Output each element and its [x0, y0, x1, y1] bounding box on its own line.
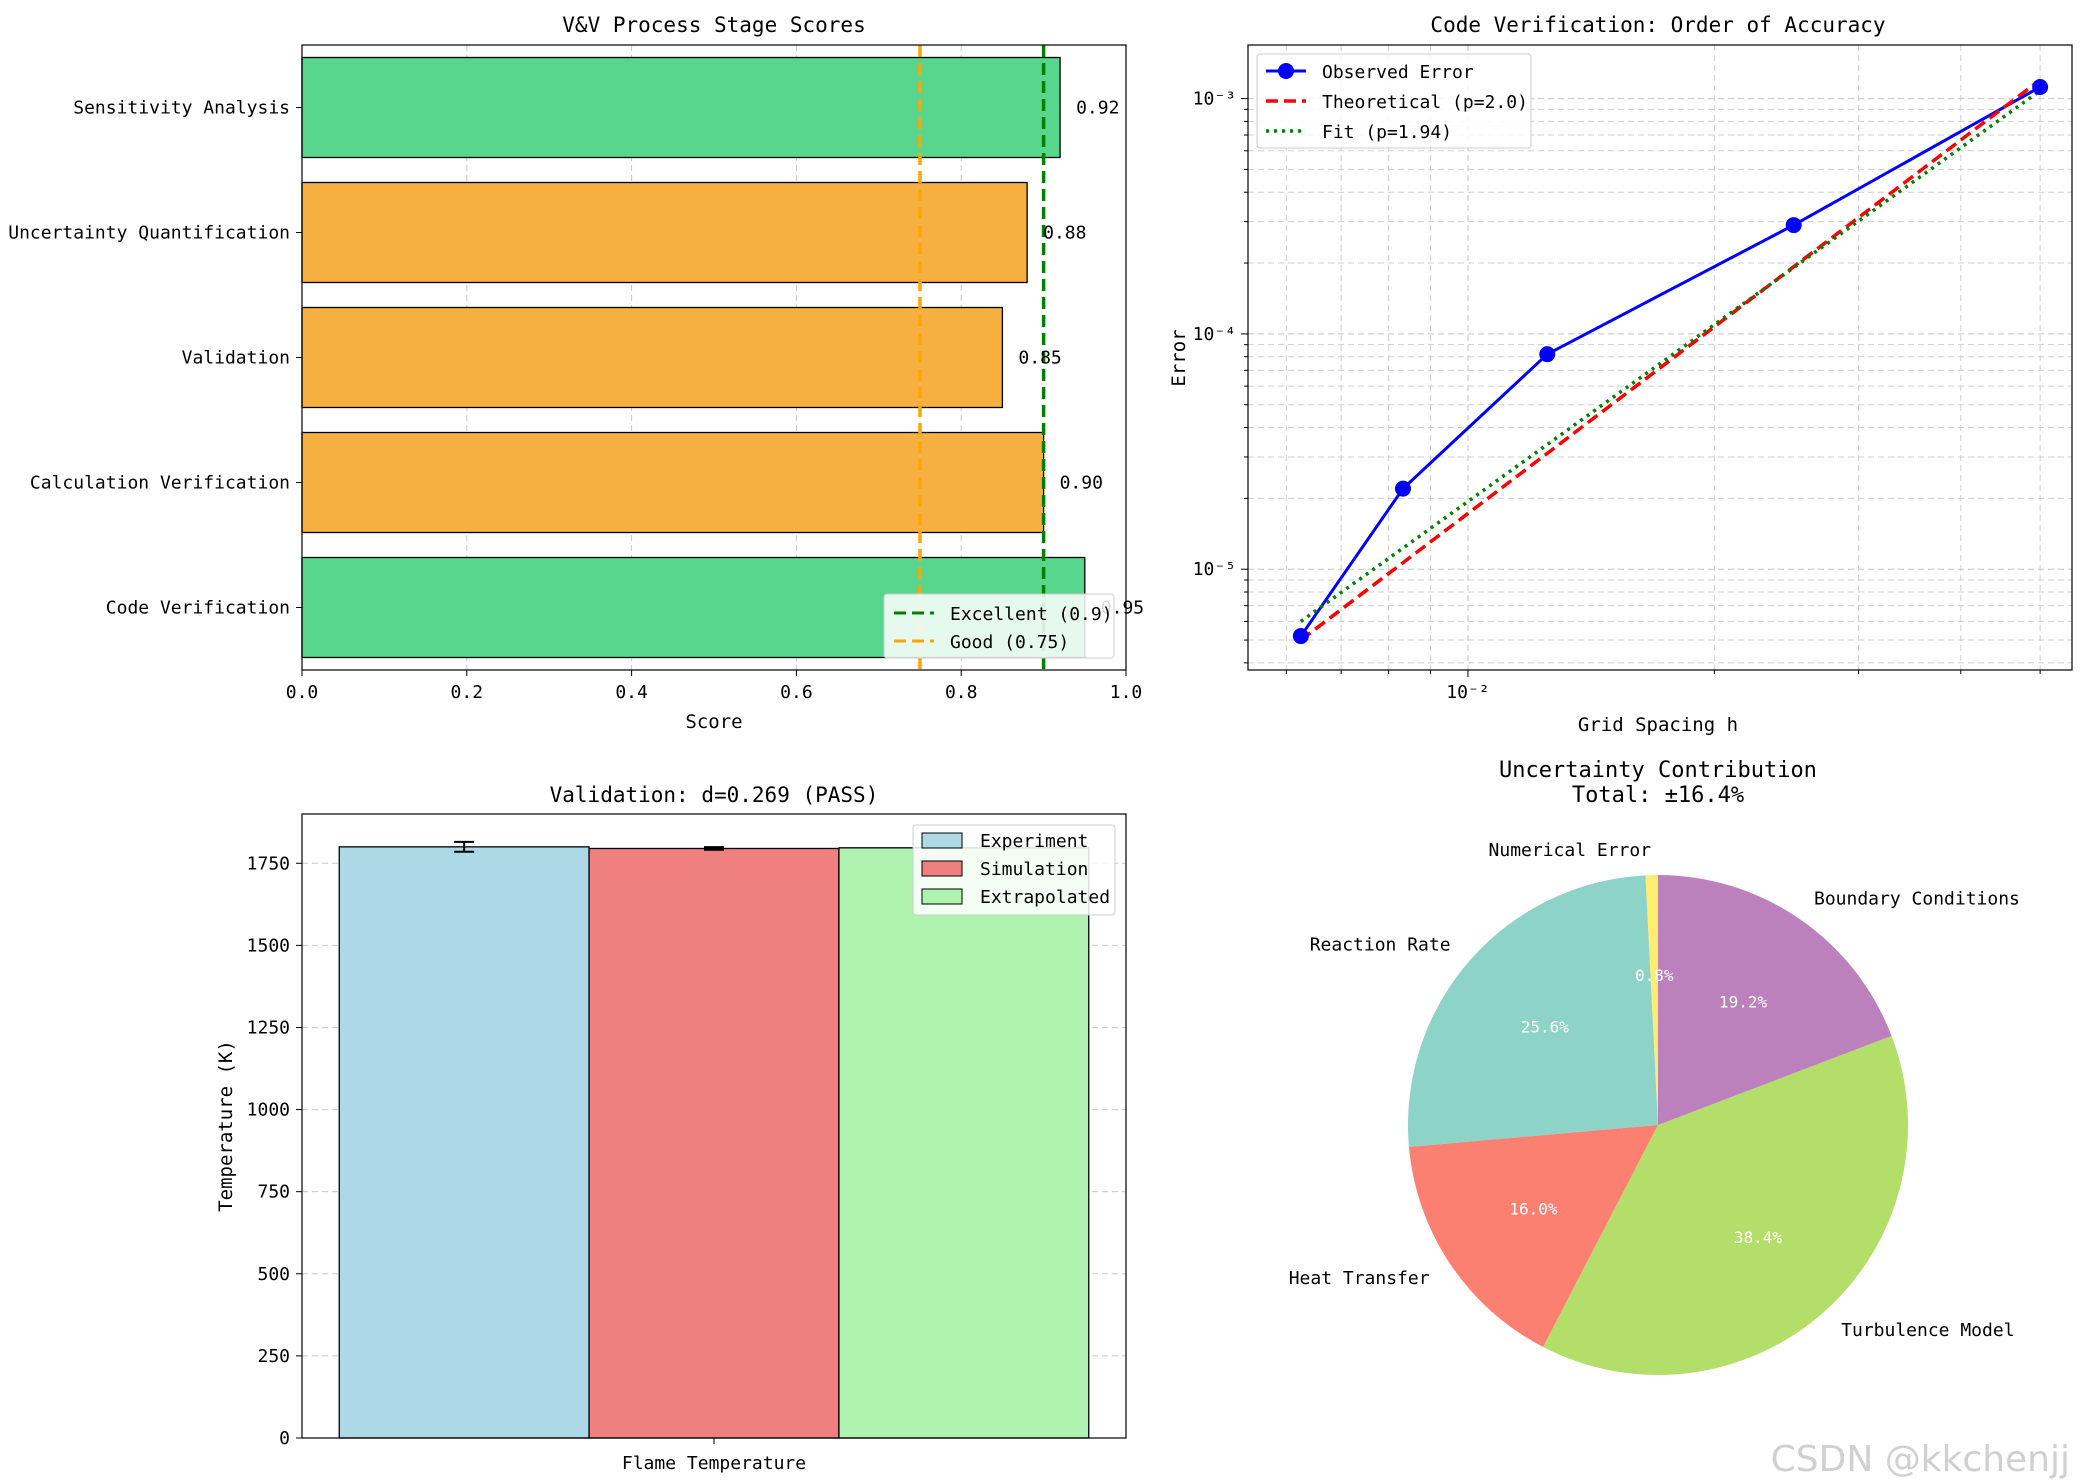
- p4-slice-label: Numerical Error: [1489, 840, 1652, 861]
- p2-observed-point: [1539, 346, 1556, 363]
- p1-xtick-label: 1.0: [1110, 682, 1143, 703]
- p1-xlabel: Score: [685, 711, 742, 733]
- p2-ytick-label: 10⁻³: [1193, 89, 1236, 110]
- p3-title: Validation: d=0.269 (PASS): [550, 783, 879, 807]
- p1-bar: [301, 181, 1028, 284]
- p2-legend-theoretical: Theoretical (p=2.0): [1322, 92, 1528, 113]
- p2-legend: Observed Error Theoretical (p=2.0) Fit (…: [1256, 53, 1532, 149]
- p1-xtick-label: 0.4: [615, 682, 648, 703]
- p1-category-label: Uncertainty Quantification: [8, 223, 290, 244]
- p4-slice-label: Turbulence Model: [1841, 1320, 2014, 1341]
- p3-legend-simulation: Simulation: [980, 859, 1088, 880]
- p4-pct-label: 25.6%: [1521, 1018, 1570, 1037]
- p1-xtick-label: 0.0: [286, 682, 319, 703]
- p2-ytick-label: 10⁻⁵: [1193, 559, 1236, 580]
- p4-slice-label: Heat Transfer: [1289, 1268, 1430, 1289]
- p4-subtitle: Total: ±16.4%: [1572, 783, 1744, 808]
- p2-series-line: [1299, 89, 2042, 623]
- p4-pct-label: 19.2%: [1719, 992, 1768, 1011]
- p4-pct-label: 0.8%: [1635, 966, 1674, 985]
- watermark: CSDN @kkchenjj: [1770, 1439, 2070, 1480]
- p3-bar: [588, 847, 840, 1439]
- p2-observed-point: [1292, 628, 1309, 645]
- p3-legend-extrapolated: Extrapolated: [980, 887, 1110, 908]
- p1-bar: [301, 56, 1061, 159]
- p2-legend-observed: Observed Error: [1322, 62, 1474, 83]
- p4-slice: [1408, 1125, 1658, 1348]
- p3-ytick-label: 1250: [247, 1017, 290, 1038]
- p1-legend-excellent: Excellent (0.9): [950, 604, 1113, 625]
- p4-slice: [1645, 875, 1658, 1125]
- p3-ytick-label: 1750: [247, 853, 290, 874]
- p1-value-label: 0.90: [1060, 473, 1103, 494]
- panel-validation: Validation: d=0.269 (PASS) 0 250 500 750 100…: [215, 783, 1127, 1474]
- p3-bar: [838, 847, 1090, 1439]
- p3-ytick-label: 500: [257, 1264, 290, 1285]
- p1-category-label: Calculation Verification: [30, 473, 290, 494]
- p3-ytick-label: 750: [257, 1182, 290, 1203]
- p3-ylabel: Temperature (K): [215, 1040, 237, 1212]
- p1-xtick-label: 0.2: [451, 682, 484, 703]
- p4-slice-label: Boundary Conditions: [1814, 889, 2020, 910]
- p4-slice: [1543, 1035, 1908, 1375]
- p3-legend: Experiment Simulation Extrapolated: [912, 824, 1116, 916]
- p4-pct-label: 16.0%: [1509, 1200, 1558, 1219]
- p1-category-label: Code Verification: [106, 598, 290, 619]
- p4-slice: [1658, 875, 1892, 1125]
- p3-ytick-label: 0: [279, 1428, 290, 1449]
- p1-legend: Excellent (0.9) Good (0.75): [883, 593, 1115, 659]
- panel-order-of-accuracy: Code Verification: Order of Accuracy 10⁻…: [1168, 13, 2073, 736]
- p2-xlabel: Grid Spacing h: [1578, 714, 1738, 736]
- p3-bar: [338, 846, 590, 1439]
- p3-ytick-label: 250: [257, 1346, 290, 1367]
- p1-title: V&V Process Stage Scores: [562, 13, 865, 37]
- p1-bar: [301, 431, 1045, 534]
- p4-pct-label: 38.4%: [1734, 1228, 1783, 1247]
- p2-observed-point: [2032, 78, 2049, 95]
- p1-legend-good: Good (0.75): [950, 632, 1069, 653]
- p1-category-label: Validation: [182, 348, 290, 369]
- p2-observed-point: [1785, 217, 1802, 234]
- p3-legend-experiment: Experiment: [980, 831, 1088, 852]
- p1-category-label: Sensitivity Analysis: [73, 98, 290, 119]
- p3-ytick-label: 1500: [247, 935, 290, 956]
- panel-stage-scores: V&V Process Stage Scores Sensitivity Ana…: [8, 13, 1144, 733]
- p4-title: Uncertainty Contribution: [1499, 758, 1817, 783]
- p3-category-label: Flame Temperature: [622, 1453, 806, 1474]
- p3-ytick-label: 1000: [247, 1100, 290, 1121]
- p1-value-label: 0.92: [1076, 98, 1119, 119]
- p2-observed-point: [1394, 480, 1411, 497]
- p1-value-label: 0.88: [1043, 223, 1086, 244]
- p4-slice: [1408, 875, 1658, 1147]
- p2-legend-fit: Fit (p=1.94): [1322, 122, 1452, 143]
- p1-xtick-label: 0.6: [780, 682, 813, 703]
- p2-xtick-label: 10⁻²: [1446, 682, 1489, 703]
- p4-slice-label: Reaction Rate: [1310, 934, 1451, 955]
- p2-title: Code Verification: Order of Accuracy: [1430, 13, 1885, 37]
- p2-ytick-label: 10⁻⁴: [1193, 324, 1236, 345]
- p1-value-label: 0.85: [1018, 348, 1061, 369]
- panel-uncertainty: Uncertainty Contribution Total: ±16.4% 0…: [1289, 758, 2020, 1375]
- p2-series-line: [1299, 78, 2042, 642]
- p1-bar: [301, 306, 1004, 409]
- p1-xtick-label: 0.8: [945, 682, 978, 703]
- p2-ylabel: Error: [1168, 329, 1190, 386]
